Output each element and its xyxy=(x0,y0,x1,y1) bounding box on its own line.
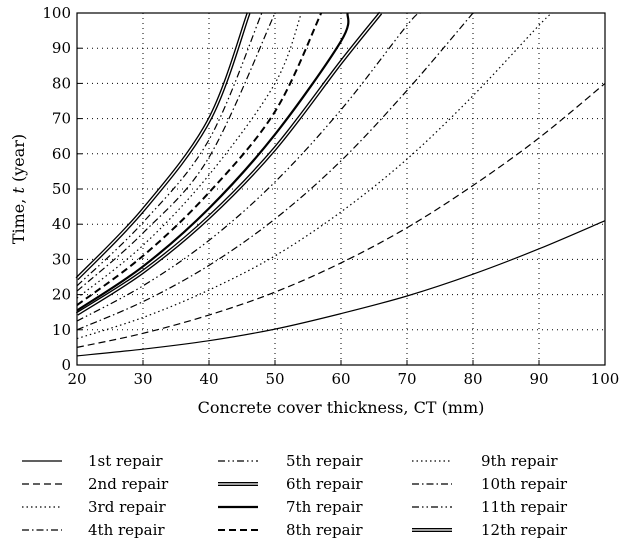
legend-label: 8th repair xyxy=(286,521,363,539)
series-line-3 xyxy=(76,12,553,340)
legend-label: 10th repair xyxy=(481,475,568,493)
y-tick-label: 10 xyxy=(52,321,71,339)
y-tick-label: 50 xyxy=(52,180,71,198)
legend-label: 2nd repair xyxy=(88,475,169,493)
legend-item: 1st repair xyxy=(22,452,163,470)
x-tick-label: 70 xyxy=(397,370,416,388)
series-line-8 xyxy=(76,12,323,306)
series-line-6-inner xyxy=(76,12,382,315)
legend-label: 1st repair xyxy=(88,452,163,470)
legend-item: 9th repair xyxy=(412,452,558,470)
legend-label: 12th repair xyxy=(481,521,568,539)
x-tick-label: 40 xyxy=(199,370,218,388)
series-line-11 xyxy=(76,12,263,287)
y-tick-label: 80 xyxy=(52,74,71,92)
y-tick-label: 70 xyxy=(52,110,71,128)
series-line-7 xyxy=(76,12,350,312)
legend: 1st repair 2nd repair 3rd repair 4th repair… xyxy=(22,452,568,539)
legend-item: 6th repair xyxy=(218,475,363,493)
x-tick-label: 20 xyxy=(67,370,86,388)
grid xyxy=(77,13,605,365)
legend-label: 11th repair xyxy=(481,498,568,516)
x-tick-label: 90 xyxy=(529,370,548,388)
x-tick-label: 100 xyxy=(591,370,620,388)
y-axis-label: Time, t (year) xyxy=(9,134,28,244)
legend-item: 2nd repair xyxy=(22,475,169,493)
series-line-5 xyxy=(76,12,421,322)
series-line-10 xyxy=(76,12,276,292)
x-axis-label: Concrete cover thickness, CT (mm) xyxy=(198,398,485,417)
y-tick-label: 0 xyxy=(61,356,71,374)
series-line-4 xyxy=(76,12,474,331)
x-ticks: 20 30 40 50 60 70 80 90 100 xyxy=(67,360,619,388)
x-tick-label: 50 xyxy=(265,370,284,388)
series-line-12 xyxy=(75,12,251,281)
series-lines xyxy=(75,11,606,357)
y-tick-label: 90 xyxy=(52,39,71,57)
legend-item: 4th repair xyxy=(22,521,165,539)
legend-item: 12th repair xyxy=(412,521,568,539)
legend-label: 7th repair xyxy=(286,498,363,516)
legend-label: 4th repair xyxy=(88,521,165,539)
legend-label: 6th repair xyxy=(286,475,363,493)
legend-item: 11th repair xyxy=(412,498,568,516)
legend-item: 3rd repair xyxy=(22,498,166,516)
legend-label: 3rd repair xyxy=(88,498,166,516)
legend-label: 5th repair xyxy=(286,452,363,470)
legend-item: 7th repair xyxy=(218,498,363,516)
legend-item: 8th repair xyxy=(218,521,363,539)
x-tick-label: 80 xyxy=(463,370,482,388)
legend-item: 10th repair xyxy=(412,475,568,493)
y-ticks: 0 10 20 30 40 50 60 70 80 90 100 xyxy=(42,4,82,374)
legend-item: 5th repair xyxy=(218,452,363,470)
series-line-12-inner xyxy=(76,12,250,280)
series-line-6 xyxy=(75,11,383,316)
series-line-1 xyxy=(76,220,606,357)
x-tick-label: 30 xyxy=(133,370,152,388)
series-line-9 xyxy=(76,12,302,299)
y-tick-label: 100 xyxy=(42,4,71,22)
y-tick-label: 60 xyxy=(52,145,71,163)
legend-label: 9th repair xyxy=(481,452,558,470)
y-tick-label: 30 xyxy=(52,250,71,268)
y-tick-label: 20 xyxy=(52,286,71,304)
y-tick-label: 40 xyxy=(52,215,71,233)
series-line-2 xyxy=(76,82,606,348)
x-tick-label: 60 xyxy=(331,370,350,388)
